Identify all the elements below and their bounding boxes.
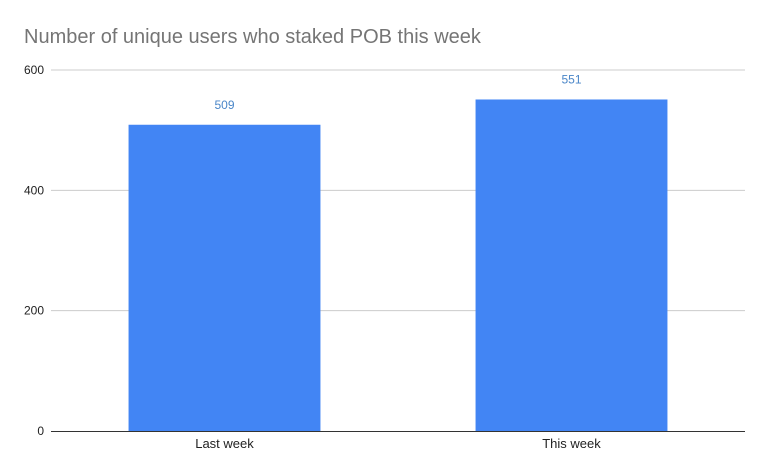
- data-label: 551: [561, 72, 581, 86]
- y-axis-ticks: 0 200 400 600: [24, 63, 44, 438]
- data-label: 509: [214, 98, 234, 112]
- x-axis-categories: Last week This week: [195, 436, 601, 451]
- bar-this-week: [475, 99, 668, 432]
- bars: [128, 99, 668, 432]
- y-tick-label: 400: [24, 183, 44, 197]
- y-tick-label: 0: [37, 424, 44, 438]
- x-category-label: Last week: [195, 436, 254, 451]
- y-tick-label: 600: [24, 63, 44, 77]
- y-tick-label: 200: [24, 304, 44, 318]
- bar-last-week: [128, 124, 321, 432]
- data-labels: 509 551: [214, 72, 581, 111]
- x-category-label: This week: [542, 436, 601, 451]
- chart-title: Number of unique users who staked POB th…: [24, 26, 482, 48]
